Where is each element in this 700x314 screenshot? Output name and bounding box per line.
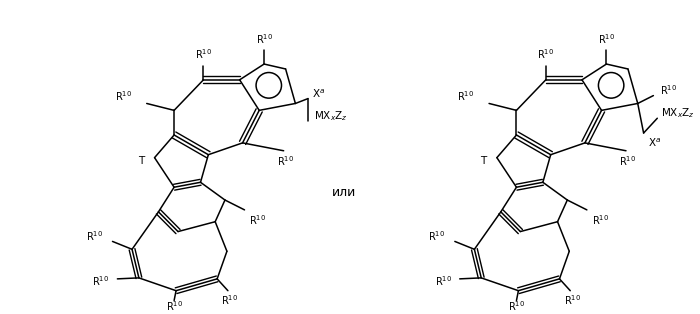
Text: T: T: [480, 156, 486, 165]
Text: или: или: [332, 186, 356, 199]
Text: R$^{10}$: R$^{10}$: [598, 33, 615, 46]
Text: R$^{10}$: R$^{10}$: [592, 213, 609, 227]
Text: R$^{10}$: R$^{10}$: [508, 300, 525, 313]
Text: R$^{10}$: R$^{10}$: [428, 230, 445, 243]
Text: R$^{10}$: R$^{10}$: [256, 33, 273, 46]
Text: R$^{10}$: R$^{10}$: [620, 154, 636, 167]
Text: R$^{10}$: R$^{10}$: [221, 294, 239, 307]
Text: X$^a$: X$^a$: [648, 137, 662, 149]
Text: R$^{10}$: R$^{10}$: [249, 213, 267, 227]
Text: R$^{10}$: R$^{10}$: [195, 47, 212, 61]
Text: R$^{10}$: R$^{10}$: [564, 294, 581, 307]
Text: X$^a$: X$^a$: [312, 87, 326, 100]
Text: T: T: [138, 156, 144, 165]
Text: MX$_x$Z$_z$: MX$_x$Z$_z$: [314, 109, 348, 123]
Text: R$^{10}$: R$^{10}$: [537, 47, 554, 61]
Text: R$^{10}$: R$^{10}$: [457, 90, 475, 104]
Text: R$^{10}$: R$^{10}$: [277, 154, 294, 167]
Text: R$^{10}$: R$^{10}$: [660, 83, 678, 97]
Text: R$^{10}$: R$^{10}$: [115, 90, 132, 104]
Text: R$^{10}$: R$^{10}$: [435, 274, 452, 288]
Text: R$^{10}$: R$^{10}$: [166, 300, 183, 313]
Text: MX$_x$Z$_z$: MX$_x$Z$_z$: [662, 106, 695, 120]
Text: R$^{10}$: R$^{10}$: [92, 274, 110, 288]
Text: R$^{10}$: R$^{10}$: [85, 230, 103, 243]
